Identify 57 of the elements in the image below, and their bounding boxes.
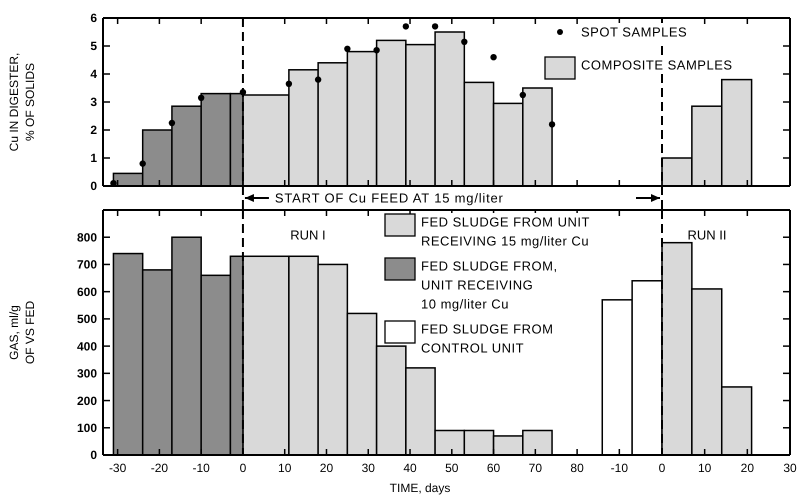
legend-label: FED SLUDGE FROM, UNIT RECEIVING 10 mg/liter Cu	[421, 258, 558, 312]
point	[490, 54, 497, 60]
x-tick-label: -10	[610, 461, 628, 475]
point	[520, 92, 526, 98]
x-tick-label: 20	[320, 461, 334, 475]
text: FED SLUDGE FROM CONTROL UNIT	[421, 322, 554, 356]
point	[373, 47, 380, 54]
x-tick-label: 20	[740, 461, 754, 475]
point	[432, 23, 438, 30]
y-axis-title: GAS, ml/g OF VS FED	[7, 300, 37, 364]
y-tick-label: 0	[90, 448, 98, 462]
y-tick-label: 700	[76, 258, 98, 272]
y-tick-label: 800	[76, 230, 98, 244]
x-tick-label: 50	[445, 461, 459, 475]
x-tick-label: 30	[362, 461, 376, 475]
x-tick-label: 80	[570, 461, 584, 475]
x-tick-label: 10	[278, 461, 292, 475]
annotation: RUN II	[688, 228, 726, 243]
y-tick-label: 1	[90, 151, 98, 166]
y-tick-label: 6	[90, 11, 98, 26]
y-tick-label: 3	[90, 95, 98, 110]
x-tick-label: 10	[698, 461, 712, 475]
x-tick-label: -20	[150, 461, 168, 475]
x-tick-label: 60	[486, 461, 501, 475]
legend-label: COMPOSITE SAMPLES	[581, 58, 733, 73]
y-tick-label: 500	[76, 312, 98, 326]
y-tick-label: 300	[76, 366, 98, 381]
text: START OF Cu FEED AT 15 mg/liter	[274, 190, 504, 206]
x-axis-title: TIME, days	[390, 481, 450, 495]
x-tick-label: 0	[658, 461, 666, 475]
x-tick-label: 0	[240, 461, 247, 475]
legend-label: FED SLUDGE FROM UNIT RECEIVING 15 mg/liter Cu	[421, 214, 590, 249]
y-tick-label: 400	[76, 339, 98, 354]
y-tick-label: 600	[76, 284, 98, 299]
point	[139, 160, 146, 167]
x-tick-label: -30	[108, 461, 127, 475]
point	[168, 120, 176, 126]
legend-label: SPOT SAMPLES	[581, 24, 688, 40]
x-tick-label: -10	[192, 461, 210, 475]
point	[286, 80, 292, 87]
y-tick-label: 4	[90, 67, 98, 82]
y-tick-label: 2	[90, 123, 98, 138]
y-tick-label: 0	[90, 179, 98, 194]
point	[402, 23, 410, 30]
y-tick-label: 5	[90, 39, 98, 54]
x-tick-label: 30	[783, 461, 797, 475]
point	[461, 38, 468, 45]
point	[198, 94, 204, 101]
point	[344, 46, 351, 52]
y-tick-label: 200	[76, 394, 98, 408]
x-tick-label: 40	[403, 461, 418, 475]
point	[548, 121, 556, 128]
x-tick-label: 70	[528, 461, 542, 475]
point	[314, 76, 322, 83]
y-tick-label: 100	[76, 420, 98, 435]
y-axis-title: Cu IN DIGESTER, % OF SOLIDS	[7, 52, 37, 152]
annotation: RUN I	[290, 228, 326, 243]
